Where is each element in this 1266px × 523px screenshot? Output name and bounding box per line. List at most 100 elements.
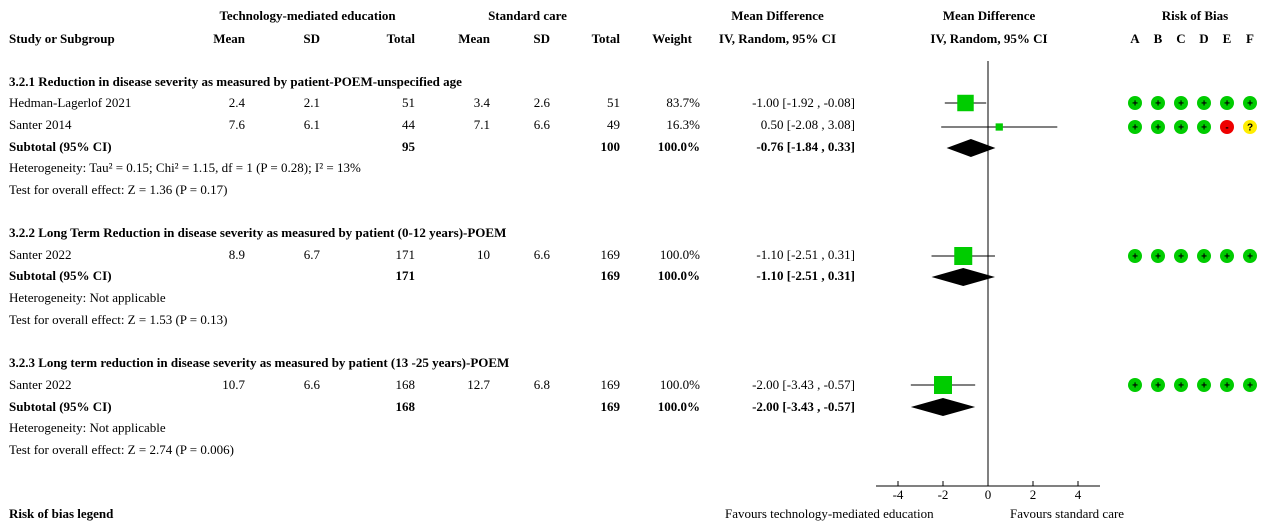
rob-symbol: +: [1155, 123, 1161, 134]
rob-letter-d: D: [1199, 31, 1209, 46]
overall-effect-text: Test for overall effect: Z = 1.36 (P = 0…: [9, 182, 228, 197]
favours-left-label: Favours technology-mediated education: [725, 506, 934, 521]
total2-value: 169: [600, 247, 621, 262]
rob-symbol: +: [1155, 381, 1161, 392]
total2-value: 169: [600, 377, 621, 392]
sd2-column-header: SD: [533, 31, 550, 46]
total2-value: 49: [607, 117, 620, 132]
subgroup-title: 3.2.2 Long Term Reduction in disease sev…: [9, 225, 507, 240]
sd1-value: 6.1: [303, 117, 320, 132]
mean2-value: 3.4: [473, 95, 490, 110]
subtotal-weight: 100.0%: [657, 399, 700, 414]
subtotal-total1: 168: [395, 399, 416, 414]
rob-symbol: +: [1178, 252, 1184, 263]
low-risk-dot: [1243, 378, 1257, 392]
low-risk-dot: [1151, 120, 1165, 134]
subtotal-total2: 169: [600, 399, 621, 414]
subtotal-label: Subtotal (95% CI): [9, 399, 112, 414]
subtotal-diamond: [931, 268, 995, 286]
rob-symbol: +: [1178, 99, 1184, 110]
unclear-risk-dot: [1243, 120, 1257, 134]
rob-symbol: -: [1225, 123, 1228, 134]
low-risk-dot: [1243, 249, 1257, 263]
weight-column-header: Weight: [652, 31, 692, 46]
low-risk-dot: [1220, 378, 1234, 392]
rob-symbol: +: [1247, 381, 1253, 392]
low-risk-dot: [1128, 249, 1142, 263]
low-risk-dot: [1220, 249, 1234, 263]
subgroup-title: 3.2.1 Reduction in disease severity as m…: [9, 74, 462, 89]
rob-symbol: ?: [1247, 123, 1253, 134]
study-effect-square: [934, 376, 952, 394]
subtotal-weight: 100.0%: [657, 139, 700, 154]
low-risk-dot: [1197, 120, 1211, 134]
study-name: Hedman-Lagerlof 2021: [9, 95, 132, 110]
rob-symbol: +: [1132, 252, 1138, 263]
mean1-value: 2.4: [228, 95, 245, 110]
study-effect-square: [995, 123, 1003, 131]
rob-symbol: +: [1201, 123, 1207, 134]
sd1-column-header: SD: [303, 31, 320, 46]
group2-header: Standard care: [488, 8, 567, 23]
low-risk-dot: [1174, 120, 1188, 134]
mean2-value: 7.1: [473, 117, 490, 132]
study-name: Santer 2014: [9, 117, 72, 132]
rob-symbol: +: [1132, 99, 1138, 110]
subtotal-total2: 100: [600, 139, 621, 154]
low-risk-dot: [1128, 96, 1142, 110]
sd2-value: 6.6: [533, 247, 550, 262]
subtotal-total1: 171: [395, 268, 416, 283]
mean2-column-header: Mean: [458, 31, 490, 46]
subtotal-total2: 169: [600, 268, 621, 283]
ci-text: 0.50 [-2.08 , 3.08]: [760, 117, 855, 132]
rob-letter-a: A: [1130, 31, 1140, 46]
heterogeneity-text: Heterogeneity: Not applicable: [9, 420, 166, 435]
weight-value: 100.0%: [659, 247, 700, 262]
study-effect-square: [954, 247, 973, 265]
x-tick-label: 4: [1075, 487, 1082, 502]
subgroup-title: 3.2.3 Long term reduction in disease sev…: [9, 355, 510, 370]
rob-symbol: +: [1224, 252, 1230, 263]
total2-value: 51: [607, 95, 620, 110]
rob-symbol: +: [1155, 99, 1161, 110]
subtotal-total1: 95: [402, 139, 415, 154]
sd1-value: 6.7: [303, 247, 320, 262]
subtotal-ci-text: -0.76 [-1.84 , 0.33]: [756, 139, 855, 154]
rob-letter-f: F: [1246, 31, 1254, 46]
rob-symbol: +: [1132, 381, 1138, 392]
rob-symbol: +: [1224, 99, 1230, 110]
rob-symbol: +: [1201, 252, 1207, 263]
high-risk-dot: [1220, 120, 1234, 134]
ci-text: -1.00 [-1.92 , -0.08]: [752, 95, 855, 110]
subtotal-label: Subtotal (95% CI): [9, 139, 112, 154]
weight-value: 83.7%: [666, 95, 700, 110]
total1-column-header: Total: [386, 31, 415, 46]
low-risk-dot: [1197, 96, 1211, 110]
sd1-value: 2.1: [303, 95, 320, 110]
subtotal-weight: 100.0%: [657, 268, 700, 283]
ci-text: -1.10 [-2.51 , 0.31]: [756, 247, 855, 262]
total1-value: 171: [395, 247, 416, 262]
weight-value: 16.3%: [666, 117, 700, 132]
total1-value: 44: [402, 117, 415, 132]
sd2-value: 6.6: [533, 117, 550, 132]
low-risk-dot: [1174, 96, 1188, 110]
subtotal-ci-text: -1.10 [-2.51 , 0.31]: [756, 268, 855, 283]
overall-effect-text: Test for overall effect: Z = 2.74 (P = 0…: [9, 442, 234, 457]
low-risk-dot: [1174, 249, 1188, 263]
low-risk-dot: [1174, 378, 1188, 392]
sd2-value: 6.8: [533, 377, 550, 392]
plot-header: Mean Difference: [942, 8, 1036, 23]
x-tick-label: -2: [938, 487, 949, 502]
rob-symbol: +: [1132, 123, 1138, 134]
rob-symbol: +: [1178, 123, 1184, 134]
low-risk-dot: [1197, 249, 1211, 263]
x-tick-label: -4: [893, 487, 904, 502]
total1-value: 168: [395, 377, 416, 392]
md-method-header: IV, Random, 95% CI: [718, 31, 837, 46]
low-risk-dot: [1128, 120, 1142, 134]
rob-legend-title: Risk of bias legend: [9, 506, 114, 521]
subtotal-diamond: [946, 139, 996, 157]
subtotal-ci-text: -2.00 [-3.43 , -0.57]: [752, 399, 855, 414]
